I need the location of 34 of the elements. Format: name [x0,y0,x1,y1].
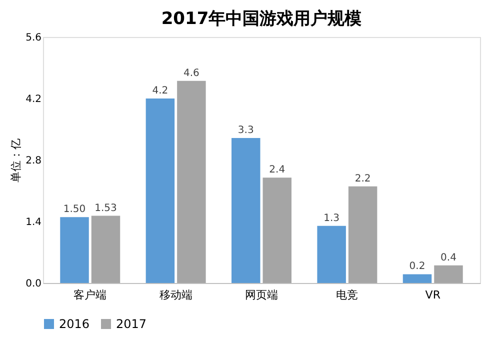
bar [434,265,463,283]
y-tick-label: 1.4 [26,217,42,228]
data-label: 4.2 [152,86,168,96]
y-tick-label: 4.2 [26,94,42,105]
y-tick-label: 5.6 [26,32,42,44]
bar [402,274,432,283]
legend-label: 2017 [116,317,147,331]
bar [146,98,175,283]
data-label: 3.3 [238,125,254,136]
y-tick-label: 2.8 [26,156,42,166]
chart-title: 2017年中国游戏用户规模 [161,9,362,29]
data-label: 1.3 [324,212,340,224]
data-label: 1.50 [63,204,86,216]
y-axis-title: 单位：亿 [10,138,23,182]
legend-label: 2016 [59,317,90,331]
bar [60,217,89,283]
bar [348,186,378,283]
data-label: 2.2 [354,173,371,184]
x-tick-label: 电竞 [336,288,358,302]
data-label: 1.53 [94,202,117,214]
y-tick-label: 0.0 [26,278,42,290]
bar [317,226,346,283]
x-tick-label: 客户端 [74,288,107,302]
x-tick-label: 网页端 [245,288,278,302]
x-tick-label: VR [425,288,441,302]
data-label: 4.6 [183,68,200,79]
data-label: 0.4 [440,252,456,264]
bar [91,216,120,283]
bar [262,178,292,283]
data-label: 0.2 [409,261,426,272]
x-tick-label: 移动端 [159,288,192,302]
bar [232,138,260,283]
data-label: 2.4 [269,164,286,176]
bar [177,80,206,283]
